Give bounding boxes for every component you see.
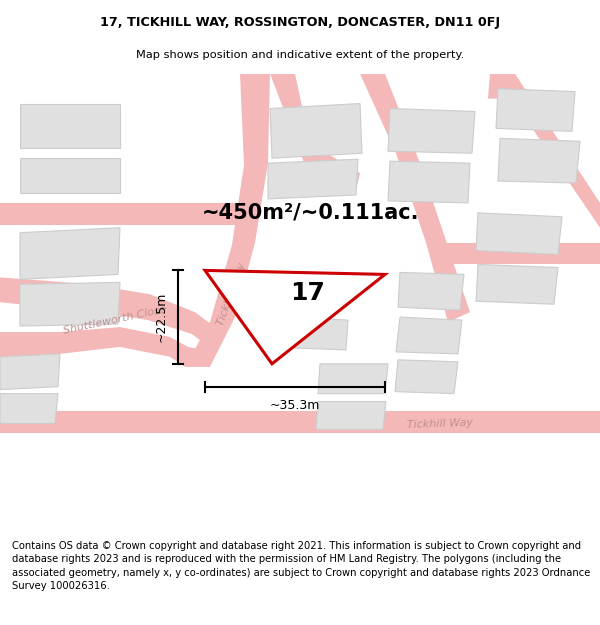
Text: ~35.3m: ~35.3m <box>270 399 320 412</box>
Text: Shuttleworth Close: Shuttleworth Close <box>62 304 167 336</box>
Polygon shape <box>395 360 458 394</box>
Polygon shape <box>476 264 558 304</box>
Polygon shape <box>496 89 575 131</box>
Polygon shape <box>205 271 385 364</box>
Polygon shape <box>20 282 120 326</box>
Polygon shape <box>185 74 270 367</box>
Polygon shape <box>398 272 464 310</box>
Polygon shape <box>316 401 386 429</box>
Text: 17, TICKHILL WAY, ROSSINGTON, DONCASTER, DN11 0FJ: 17, TICKHILL WAY, ROSSINGTON, DONCASTER,… <box>100 16 500 29</box>
Polygon shape <box>0 411 600 433</box>
Polygon shape <box>476 213 562 254</box>
Polygon shape <box>20 104 120 148</box>
Text: Tickhill Way: Tickhill Way <box>216 261 248 327</box>
Text: Tickhill Way: Tickhill Way <box>407 418 473 429</box>
Polygon shape <box>0 327 212 367</box>
Polygon shape <box>0 203 255 225</box>
Polygon shape <box>498 138 580 183</box>
Polygon shape <box>270 74 360 195</box>
Polygon shape <box>20 158 120 193</box>
Polygon shape <box>388 109 475 153</box>
Polygon shape <box>0 253 215 352</box>
Text: ~450m²/~0.111ac.: ~450m²/~0.111ac. <box>201 203 419 223</box>
Polygon shape <box>268 159 358 199</box>
Polygon shape <box>20 228 120 279</box>
Polygon shape <box>293 317 348 350</box>
Text: ~22.5m: ~22.5m <box>155 292 168 342</box>
Polygon shape <box>440 242 600 264</box>
Polygon shape <box>0 354 60 389</box>
Text: Contains OS data © Crown copyright and database right 2021. This information is : Contains OS data © Crown copyright and d… <box>12 541 590 591</box>
Polygon shape <box>270 104 362 158</box>
Text: 17: 17 <box>290 281 325 305</box>
Polygon shape <box>388 161 470 203</box>
Polygon shape <box>318 364 388 394</box>
Polygon shape <box>488 74 600 228</box>
Text: Map shows position and indicative extent of the property.: Map shows position and indicative extent… <box>136 50 464 60</box>
Polygon shape <box>360 74 470 322</box>
Polygon shape <box>396 317 462 354</box>
Polygon shape <box>0 394 58 423</box>
